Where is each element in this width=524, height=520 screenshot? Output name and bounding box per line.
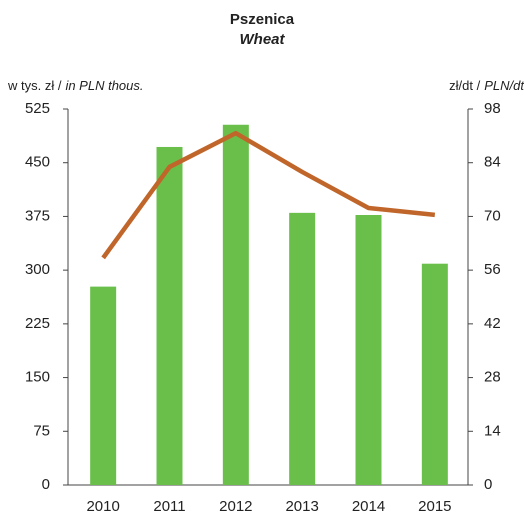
y-label-en: in PLN thous.: [65, 78, 143, 93]
chart-subtitle: Wheat: [240, 31, 286, 48]
y2-tick-label: 14: [484, 422, 501, 439]
bar: [355, 214, 382, 485]
y-tick-label: 375: [25, 207, 50, 224]
y2-tick-label: 56: [484, 261, 501, 278]
x-tick-label: 2013: [285, 498, 318, 515]
y2-tick-label: 84: [484, 154, 501, 171]
y2-axis-label: zł/dt / PLN/dt: [449, 78, 524, 93]
x-tick-label: 2015: [418, 498, 451, 515]
y2-label-en: PLN/dt: [484, 78, 524, 93]
bar: [289, 212, 316, 485]
y-tick-label: 225: [25, 315, 50, 332]
bar: [90, 286, 117, 485]
x-tick-label: 2011: [153, 498, 185, 515]
line: [101, 130, 436, 260]
y-label-pl: w tys. zł /: [7, 78, 62, 93]
y2-tick-label: 42: [484, 315, 501, 332]
y-tick-label: 450: [25, 154, 50, 171]
x-tick-label: 2014: [352, 498, 385, 515]
y-tick-label: 75: [33, 422, 50, 439]
y-axis-label: w tys. zł / in PLN thous.: [7, 78, 144, 93]
chart-title: Pszenica: [230, 11, 295, 28]
x-tick-label: 2012: [219, 498, 252, 515]
y-tick-label: 150: [25, 369, 50, 386]
y-tick-label: 300: [25, 261, 50, 278]
bar: [156, 146, 183, 485]
bar: [421, 263, 448, 485]
y2-tick-label: 0: [484, 476, 492, 493]
y-tick-label: 0: [42, 476, 50, 493]
bar: [222, 124, 249, 485]
y2-tick-label: 70: [484, 207, 501, 224]
x-tick-label: 2010: [86, 498, 119, 515]
y2-label-pl: zł/dt /: [449, 78, 480, 93]
y2-tick-label: 98: [484, 100, 501, 117]
y-tick-label: 525: [25, 100, 50, 117]
y2-tick-label: 28: [484, 369, 501, 386]
